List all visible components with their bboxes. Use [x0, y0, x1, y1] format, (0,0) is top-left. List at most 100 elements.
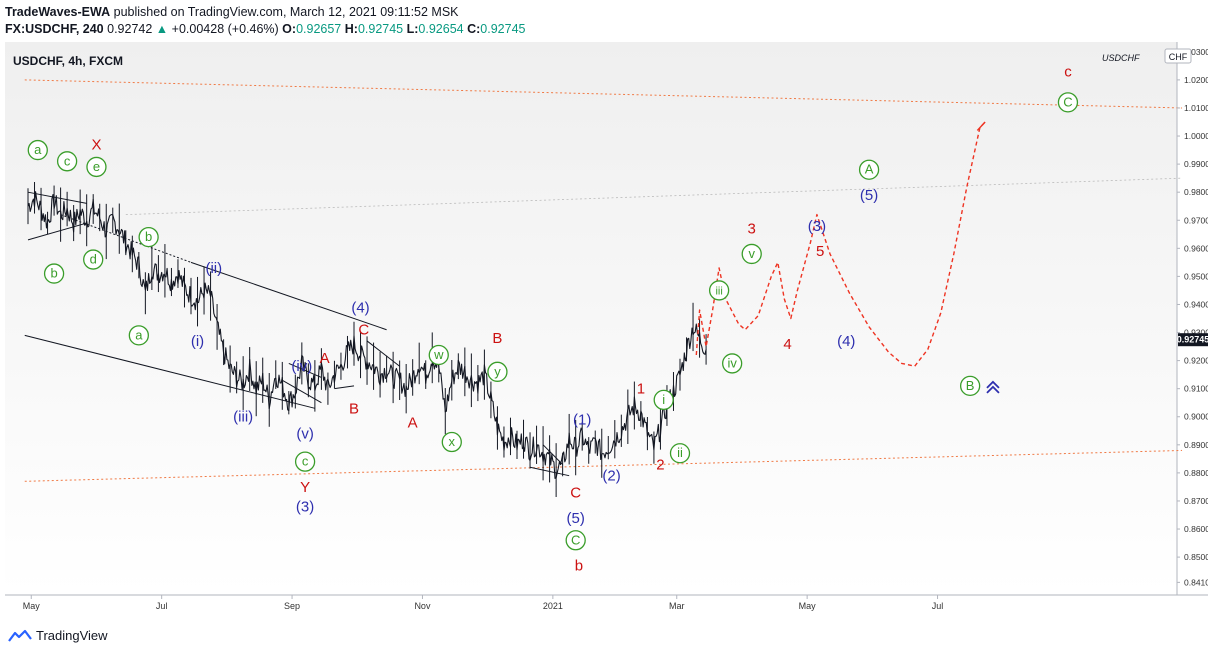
wave-label[interactable]: C	[358, 322, 369, 339]
trendline-descending-resistance[interactable]	[190, 261, 387, 331]
wave-label[interactable]: b	[575, 558, 583, 575]
wave-label[interactable]: (iv)	[291, 358, 312, 375]
wave-label[interactable]: iv	[727, 355, 737, 370]
wave-label[interactable]: 1	[637, 381, 645, 398]
wave-label[interactable]: v	[748, 246, 755, 261]
x-tick-label: Mar	[669, 601, 685, 611]
wave-label[interactable]: A	[408, 414, 418, 431]
wave-label[interactable]: e	[93, 159, 100, 174]
wave-label[interactable]: A	[320, 350, 330, 367]
wave-label[interactable]: (3)	[808, 218, 826, 235]
wave-label[interactable]: X	[91, 136, 101, 153]
wave-label[interactable]: c	[302, 454, 309, 469]
wave-label[interactable]: B	[492, 330, 502, 347]
wave-label[interactable]: ii	[677, 445, 683, 460]
wave-label-circle[interactable]	[27, 139, 48, 161]
x-tick-label: Jul	[932, 601, 944, 611]
wave-label[interactable]: c	[64, 153, 71, 168]
wave-label[interactable]: i	[662, 392, 665, 407]
wave-label-circle[interactable]	[858, 159, 880, 180]
trendline-wedge-b[interactable]	[27, 191, 87, 204]
y-tick-label: 0.99000	[1184, 159, 1208, 169]
footer-brand[interactable]: TradingView	[36, 628, 108, 643]
wave-label[interactable]: 2	[656, 456, 664, 473]
wave-label[interactable]: a	[135, 327, 143, 342]
symbol-name: FX:USDCHF, 240	[5, 22, 104, 36]
wave-label[interactable]: w	[433, 347, 444, 362]
wave-label-circle[interactable]	[56, 151, 78, 172]
trendline-upper-channel[interactable]	[24, 79, 1183, 109]
wave-label[interactable]: A	[865, 162, 874, 177]
wave-label[interactable]: 3	[748, 221, 756, 238]
wave-label[interactable]: (1)	[573, 412, 591, 429]
wave-label[interactable]: y	[494, 364, 501, 379]
wave-label-circle[interactable]	[487, 361, 508, 382]
wave-label-circle[interactable]	[959, 375, 981, 397]
wave-label[interactable]: a	[34, 142, 42, 157]
wave-label-circle[interactable]	[428, 344, 449, 366]
wave-label[interactable]: iii	[715, 285, 722, 297]
wave-label[interactable]: (5)	[860, 187, 878, 204]
wave-label-circle[interactable]	[294, 451, 316, 472]
wave-label[interactable]: C	[1063, 94, 1072, 109]
wave-label-circle[interactable]	[441, 431, 462, 453]
wave-label[interactable]: (4)	[351, 299, 369, 316]
trendline-wedge-a[interactable]	[27, 222, 87, 241]
open-label: O:	[282, 22, 297, 36]
wave-label[interactable]: d	[90, 252, 97, 267]
wave-label-circle[interactable]	[43, 263, 65, 284]
trendline-lower-channel[interactable]	[24, 449, 1183, 482]
x-tick-label: May	[23, 601, 41, 611]
wave-label-circle[interactable]	[741, 243, 762, 265]
wave-label-circle[interactable]	[86, 156, 107, 178]
wave-label-circle[interactable]	[1057, 92, 1079, 113]
plot-background[interactable]	[5, 42, 1177, 595]
wave-label[interactable]: 5	[816, 243, 824, 260]
trendline-tri-4[interactable]	[542, 444, 563, 465]
wave-label[interactable]: C	[570, 485, 581, 502]
wave-label-circle[interactable]	[722, 353, 743, 374]
currency-badge-box[interactable]	[1164, 48, 1192, 64]
trendline-tri-3[interactable]	[366, 340, 400, 367]
wave-label[interactable]: b	[50, 266, 57, 281]
trendline-lower-wedge[interactable]	[24, 334, 316, 409]
double-up-arrow-icon[interactable]	[986, 380, 1000, 394]
wave-label[interactable]: x	[449, 434, 456, 449]
wave-label-circle[interactable]	[128, 325, 149, 346]
wave-label[interactable]: (iii)	[233, 409, 253, 426]
wave-label-circle[interactable]	[669, 443, 691, 464]
trendline-tri-6[interactable]	[334, 385, 355, 390]
trendline-faint-upper[interactable]	[125, 177, 1183, 216]
wave-label[interactable]: (2)	[602, 468, 620, 485]
wave-label[interactable]: (4)	[837, 333, 855, 350]
wave-label[interactable]: c	[1064, 63, 1072, 80]
wave-label[interactable]: (5)	[567, 510, 585, 527]
trendline-tri-1[interactable]	[288, 362, 322, 378]
wave-label[interactable]: b	[145, 229, 152, 244]
publisher-name[interactable]: TradeWaves-EWA	[5, 5, 111, 19]
wave-label-circle[interactable]	[653, 389, 674, 411]
wave-label[interactable]: (ii)	[205, 260, 222, 277]
wave-label[interactable]: (i)	[191, 333, 204, 350]
wave-label[interactable]: B	[966, 378, 975, 393]
wave-label-circle[interactable]	[138, 226, 159, 248]
wave-label[interactable]: (v)	[296, 426, 314, 443]
wave-label[interactable]: (3)	[296, 499, 314, 516]
tradingview-logo-icon[interactable]	[8, 629, 32, 643]
wave-label-circle[interactable]	[708, 280, 730, 301]
currency-badge[interactable]: CHF	[1169, 52, 1188, 62]
projection-arrow-head	[976, 121, 986, 131]
wave-label[interactable]: 4	[783, 336, 791, 353]
wave-label-circle[interactable]	[83, 249, 104, 270]
wave-label[interactable]: Y	[300, 479, 310, 496]
wave-label[interactable]: B	[349, 400, 359, 417]
wave-label[interactable]: C	[571, 532, 580, 547]
high-label: H:	[344, 22, 358, 36]
wave-label-circle[interactable]	[565, 530, 586, 551]
